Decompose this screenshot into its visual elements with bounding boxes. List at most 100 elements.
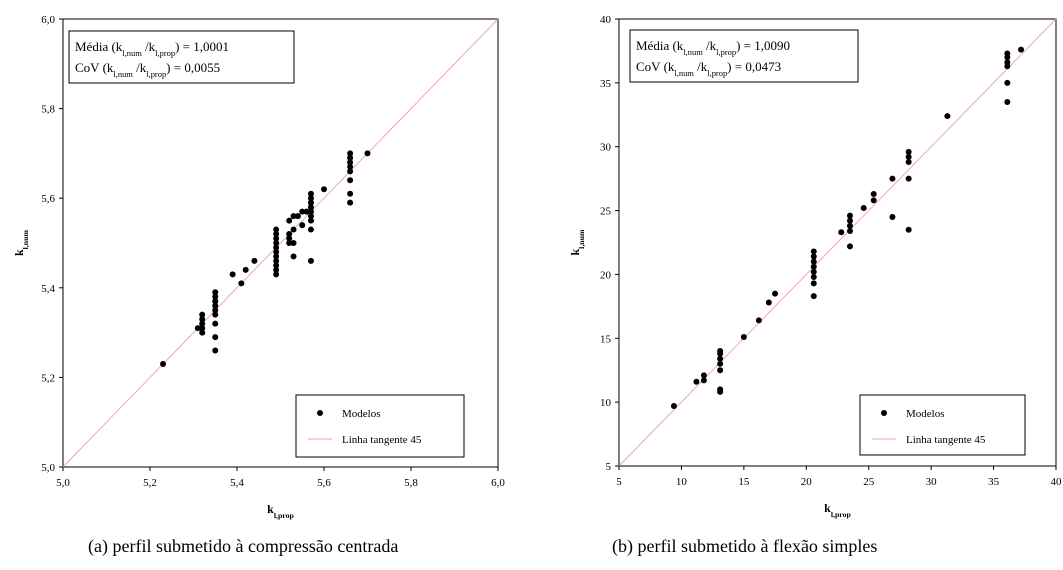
y-tick-label: 35 — [600, 78, 612, 90]
data-point — [905, 175, 912, 182]
data-point — [1004, 50, 1011, 57]
chart-canvas: 5,0 5,2 5,4 5,6 5,8 6,0 5,0 5,2 5,4 5,6 5,8 6,0 kl,p… — [12, 14, 1062, 520]
data-point — [307, 208, 314, 215]
data-point — [212, 307, 219, 314]
data-point — [905, 148, 912, 155]
x-tick-label: 5,6 — [317, 477, 331, 489]
data-point — [347, 159, 354, 166]
data-point — [273, 262, 280, 269]
x-tick-label: 6,0 — [491, 477, 505, 489]
x-axis-label: kl,prop — [267, 502, 294, 520]
caption-a: (a) perfil submetido à compressão centra… — [88, 536, 399, 556]
x-tick-label: 5,2 — [143, 477, 157, 489]
data-point — [905, 226, 912, 233]
y-tick-label: 15 — [600, 333, 612, 345]
chart-a: 5,0 5,2 5,4 5,6 5,8 6,0 5,0 5,2 5,4 5,6 5,8 6,0 kl,p… — [12, 14, 505, 520]
x-axis-label: kl,prop — [824, 501, 851, 519]
data-point — [290, 213, 297, 220]
data-point — [1004, 99, 1011, 106]
data-point — [229, 271, 236, 278]
data-point — [199, 316, 206, 323]
data-point — [347, 199, 354, 206]
data-point — [810, 258, 817, 265]
data-point — [307, 190, 314, 197]
cov-stat: CoV (kl,num /kl,prop) = 0,0055 — [75, 60, 220, 79]
data-point — [273, 257, 280, 264]
data-point — [273, 231, 280, 238]
data-point — [700, 377, 707, 384]
x-tick-label: 40 — [1051, 476, 1063, 488]
data-point — [810, 273, 817, 280]
data-point — [905, 159, 912, 166]
mean-stat: Média (kl,num /kl,prop) = 1,0090 — [636, 38, 790, 57]
data-point — [810, 263, 817, 270]
legend-line-label: Linha tangente 45 — [342, 434, 422, 446]
data-point — [1004, 79, 1011, 86]
y-tick-label: 5,4 — [41, 283, 55, 295]
data-point — [251, 257, 258, 264]
x-tick-label: 20 — [801, 476, 813, 488]
data-point — [693, 378, 700, 385]
data-point — [290, 240, 297, 246]
x-tick-label: 30 — [926, 476, 938, 488]
plot-frame — [618, 18, 1057, 467]
data-point — [307, 204, 314, 211]
data-point — [717, 360, 724, 367]
y-tick-label: 25 — [600, 206, 612, 218]
stats-box — [629, 29, 859, 83]
data-point — [889, 213, 896, 220]
data-point — [273, 226, 280, 233]
data-point — [273, 253, 280, 260]
y-tick-label: 5 — [606, 461, 612, 473]
data-point — [838, 229, 845, 236]
x-tick-label: 15 — [738, 476, 750, 488]
data-point — [290, 253, 297, 260]
data-point — [717, 348, 724, 355]
data-point — [199, 325, 206, 332]
data-point — [717, 367, 724, 374]
data-point — [307, 199, 314, 206]
caption-b: (b) perfil submetido à flexão simples — [612, 536, 878, 556]
data-point — [810, 248, 817, 255]
stats-box — [68, 30, 295, 84]
x-tick-label: 5,4 — [230, 477, 244, 489]
mean-stat: Média (kl,num /kl,prop) = 1,0001 — [75, 39, 229, 58]
data-point — [307, 226, 314, 233]
data-point — [905, 153, 912, 160]
y-tick-label: 6,0 — [41, 14, 55, 26]
data-point — [212, 320, 219, 327]
y-tick-label: 10 — [600, 397, 612, 409]
data-point — [212, 334, 219, 341]
data-point — [810, 293, 817, 300]
y-axis-label: kl,num — [12, 230, 30, 256]
data-point — [273, 248, 280, 255]
data-point — [670, 402, 677, 409]
data-point — [294, 213, 301, 220]
data-point — [212, 293, 219, 300]
data-point — [307, 195, 314, 202]
legend-box — [859, 394, 1026, 456]
data-point — [286, 235, 293, 242]
data-point — [700, 372, 707, 379]
data-point — [364, 150, 371, 157]
data-point — [846, 243, 853, 250]
data-point — [347, 150, 354, 157]
x-tick-label: 35 — [988, 476, 1000, 488]
y-tick-label: 40 — [600, 14, 612, 26]
y-axis-label: kl,num — [568, 229, 586, 255]
x-tick-label: 25 — [863, 476, 875, 488]
data-point — [273, 244, 280, 251]
data-point — [299, 222, 306, 229]
y-tick-label: 5,2 — [41, 372, 55, 384]
chart-b: 5 10 15 20 25 30 35 40 5 10 15 20 25 30 35 40 kl,prop kl,… — [568, 14, 1062, 519]
data-point — [765, 299, 772, 306]
x-tick-label: 5 — [616, 476, 622, 488]
data-point — [286, 217, 293, 224]
data-point — [347, 168, 354, 175]
data-point — [846, 217, 853, 224]
data-point — [347, 190, 354, 197]
data-point — [290, 226, 297, 233]
data-point — [199, 329, 206, 336]
tangent-45-line — [62, 18, 499, 468]
cov-stat: CoV (kl,num /kl,prop) = 0,0473 — [636, 59, 781, 78]
